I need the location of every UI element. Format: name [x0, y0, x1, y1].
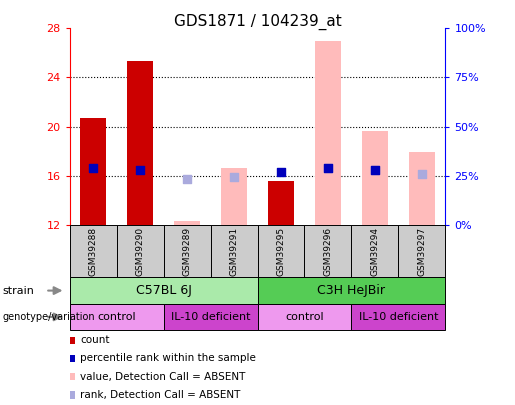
Point	[324, 165, 332, 172]
Bar	[258, 304, 352, 330]
Point	[371, 166, 379, 173]
Bar	[258, 277, 445, 304]
Point	[277, 169, 285, 175]
Point	[371, 166, 379, 173]
Bar	[80, 118, 106, 225]
Text: control: control	[285, 312, 324, 322]
Bar	[164, 225, 211, 277]
Text: GSM39297: GSM39297	[418, 226, 426, 276]
Text: GSM39295: GSM39295	[277, 226, 285, 276]
Bar	[399, 225, 445, 277]
Bar	[70, 277, 258, 304]
Text: percentile rank within the sample: percentile rank within the sample	[80, 354, 256, 363]
Text: value, Detection Call = ABSENT: value, Detection Call = ABSENT	[80, 372, 246, 382]
Text: GDS1871 / 104239_at: GDS1871 / 104239_at	[174, 14, 341, 30]
Point	[89, 165, 97, 172]
Bar	[221, 168, 247, 225]
Bar	[304, 225, 352, 277]
Bar	[116, 225, 164, 277]
Bar	[174, 221, 200, 225]
Text: control: control	[97, 312, 136, 322]
Text: GSM39288: GSM39288	[89, 226, 97, 276]
Point	[230, 174, 238, 180]
Text: C57BL 6J: C57BL 6J	[135, 284, 192, 297]
Bar	[127, 62, 153, 225]
Bar	[315, 40, 341, 225]
Bar	[70, 304, 164, 330]
Point	[136, 166, 144, 173]
Point	[324, 165, 332, 172]
Bar	[164, 304, 258, 330]
Text: GSM39294: GSM39294	[370, 227, 380, 275]
Bar	[362, 132, 388, 225]
Text: IL-10 deficient: IL-10 deficient	[359, 312, 438, 322]
Text: GSM39290: GSM39290	[135, 226, 145, 276]
Bar	[211, 225, 258, 277]
Text: strain: strain	[3, 286, 35, 296]
Text: count: count	[80, 335, 110, 345]
Text: IL-10 deficient: IL-10 deficient	[171, 312, 250, 322]
Text: GSM39291: GSM39291	[230, 226, 238, 276]
Text: GSM39289: GSM39289	[182, 226, 192, 276]
Point	[183, 176, 191, 183]
Point	[418, 171, 426, 178]
Bar	[352, 304, 445, 330]
Bar	[70, 225, 116, 277]
Text: genotype/variation: genotype/variation	[3, 312, 95, 322]
Text: GSM39296: GSM39296	[323, 226, 333, 276]
Bar	[352, 225, 399, 277]
Text: rank, Detection Call = ABSENT: rank, Detection Call = ABSENT	[80, 390, 241, 400]
Text: C3H HeJBir: C3H HeJBir	[317, 284, 386, 297]
Bar	[268, 181, 294, 225]
Bar	[409, 152, 435, 225]
Bar	[258, 225, 304, 277]
